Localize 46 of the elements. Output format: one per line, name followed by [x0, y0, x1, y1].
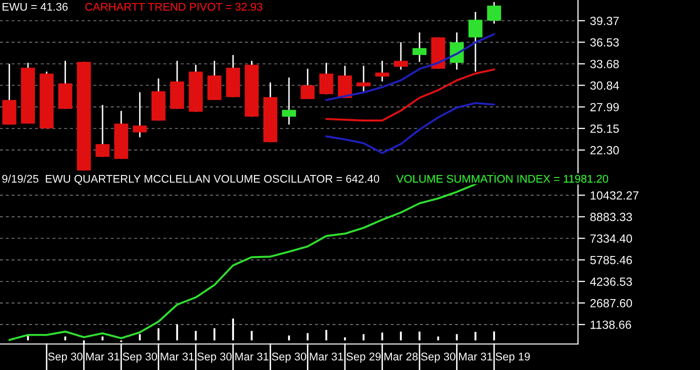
- x-tick-label: Mar 31: [459, 352, 492, 360]
- y-tick-label: 7334.40: [590, 234, 632, 243]
- y-tick-label: 1138.66: [590, 320, 632, 329]
- y-tick-label: 4236.53: [590, 277, 632, 286]
- line-series: [325, 68, 496, 122]
- x-tick-label: Mar 31: [160, 352, 194, 360]
- candlestick: [319, 62, 334, 95]
- candlestick: [338, 65, 352, 99]
- y-tick-label: 25.15: [590, 124, 619, 133]
- x-tick-label: Sep 30: [421, 352, 456, 363]
- x-tick-label: Sep 29: [346, 352, 381, 363]
- candlestick: [450, 32, 464, 70]
- x-tick-label: Sep 30: [122, 352, 158, 363]
- y-tick-label: 22.30: [590, 146, 619, 154]
- chart-title: EWU = 41.36: [2, 2, 68, 11]
- y-tick-label: 10432.27: [590, 191, 638, 200]
- y-tick-label: 27.99: [590, 102, 619, 112]
- candlestick: [394, 42, 408, 70]
- y-tick-label: 5785.46: [590, 256, 632, 264]
- x-tick-label: Sep 30: [272, 352, 306, 363]
- x-tick-label: Sep 30: [197, 352, 232, 363]
- y-tick-label: 8883.33: [590, 212, 632, 222]
- candlestick: [375, 60, 390, 82]
- x-tick-label: Sep 19: [496, 352, 530, 363]
- candlestick: [412, 32, 427, 63]
- candlestick: [356, 65, 371, 92]
- y-tick-label: 33.68: [590, 60, 619, 68]
- text: CARHARTT TREND PIVOT = 32.93: [85, 2, 262, 11]
- x-tick-label: Sep 30: [48, 352, 82, 363]
- text: 9/19/25 EWU QUARTERLY MCCLELLAN VOLUME OSCILLATOR = 642.40: [2, 174, 380, 185]
- y-tick-label: 30.84: [590, 81, 620, 90]
- candlestick: [300, 68, 315, 100]
- line-series: [325, 33, 496, 101]
- y-tick-label: 2687.60: [590, 299, 632, 308]
- x-tick-label: Mar 28: [384, 352, 418, 360]
- x-tick-label: Mar 31: [310, 352, 344, 360]
- x-tick-label: Mar 31: [86, 352, 120, 360]
- candlestick: [132, 92, 147, 138]
- candlestick: [282, 76, 296, 126]
- x-tick-label: Mar 31: [235, 352, 268, 360]
- candlestick: [487, 1, 502, 24]
- candlestick: [96, 104, 110, 158]
- y-tick-label: 36.53: [590, 38, 619, 47]
- candlestick: [468, 11, 482, 72]
- y-tick-label: 39.37: [590, 16, 619, 26]
- line-series: [325, 102, 496, 154]
